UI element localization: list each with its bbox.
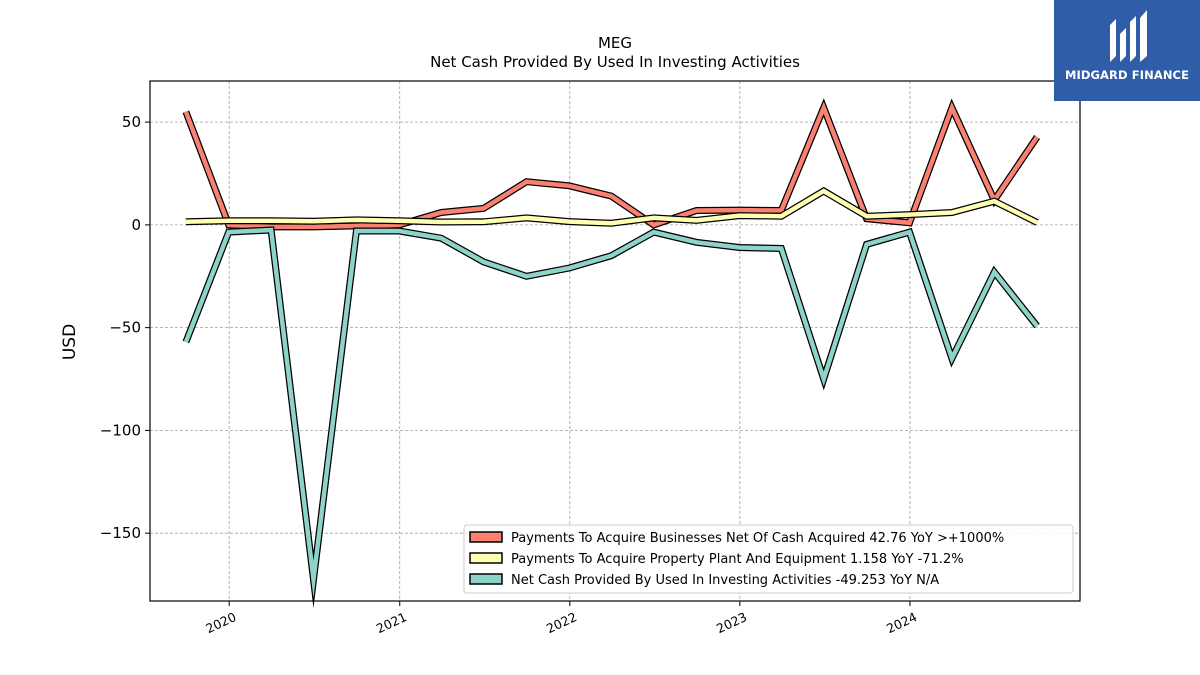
plot-frame — [149, 80, 1081, 602]
legend-box — [463, 524, 1074, 594]
legend-swatch-2 — [469, 573, 503, 585]
x-tick-label: 2021 — [374, 609, 409, 636]
legend-swatch-1 — [469, 552, 503, 564]
series-outline-0 — [182, 98, 1040, 231]
series-line-1 — [185, 188, 1039, 226]
series-line-0 — [183, 101, 1039, 230]
x-tick-label: 2023 — [714, 609, 749, 636]
legend-swatch-0 — [469, 531, 503, 543]
legend-label-0: Payments To Acquire Businesses Net Of Ca… — [511, 531, 1004, 546]
legend: Payments To Acquire Businesses Net Of Ca… — [463, 524, 1074, 594]
x-tick-label: 2020 — [203, 609, 238, 636]
y-tick-label: −150 — [100, 524, 141, 542]
chart-title: MEG — [598, 34, 632, 52]
legend-label-1: Payments To Acquire Property Plant And E… — [511, 552, 964, 567]
series-lines — [182, 98, 1040, 609]
y-tick-label: −50 — [109, 319, 141, 337]
y-tick-label: 0 — [131, 216, 141, 234]
midgard-logo-icon — [1110, 10, 1147, 62]
y-tick-label: −100 — [100, 421, 141, 439]
x-tick-label: 2024 — [884, 609, 919, 636]
legend-label-2: Net Cash Provided By Used In Investing A… — [511, 573, 939, 588]
x-tick-label: 2022 — [544, 609, 579, 636]
y-axis-label: USD — [60, 324, 80, 360]
y-tick-label: 50 — [122, 113, 141, 131]
logo-text: MIDGARD FINANCE — [1064, 68, 1190, 82]
y-axis: 50 0 −50 −100 −150 — [100, 113, 150, 542]
grid — [150, 81, 1080, 601]
chart-subtitle: Net Cash Provided By Used In Investing A… — [430, 53, 800, 71]
series-line-2 — [183, 227, 1039, 598]
x-axis: 2020 2021 2022 2023 2024 — [203, 601, 919, 636]
logo: MIDGARD FINANCE — [1054, 0, 1200, 101]
